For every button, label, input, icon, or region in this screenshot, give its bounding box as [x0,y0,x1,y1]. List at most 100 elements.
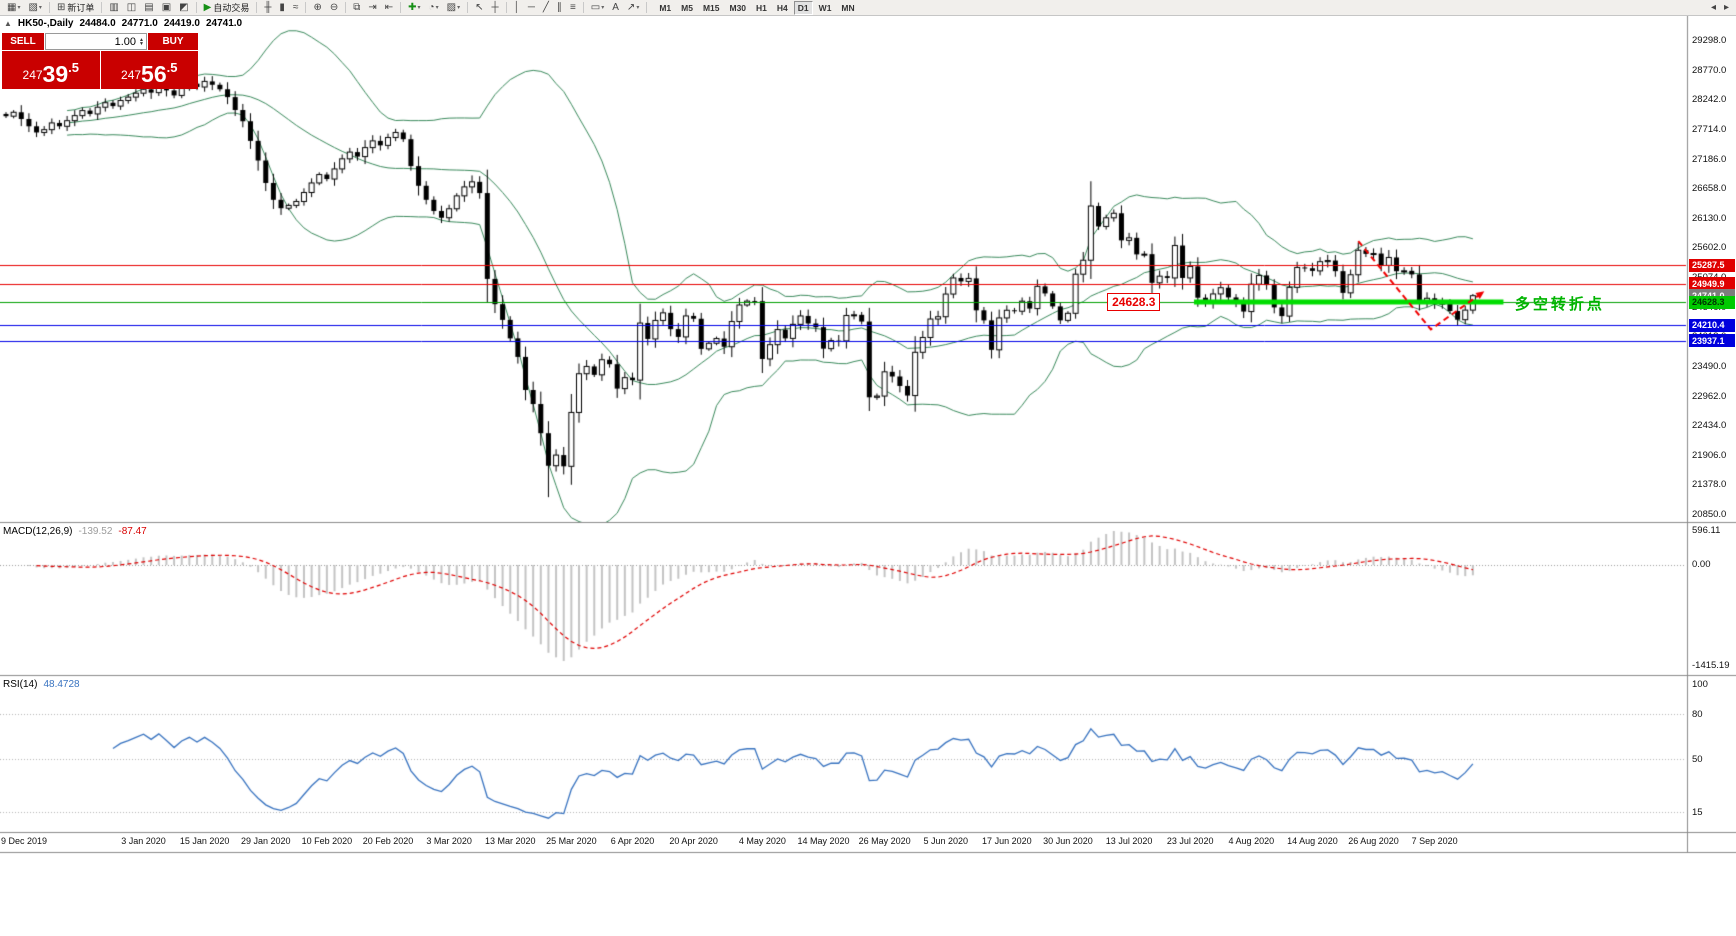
timeframe-mn-button[interactable]: MN [841,2,855,13]
tile-windows-icon: ⧉ [353,1,361,13]
timeframe-w1-button[interactable]: W1 [818,2,832,13]
timeframe-h4-button[interactable]: H4 [776,2,788,13]
text-button[interactable]: A [609,0,622,16]
zoom-out-button[interactable]: ⊖ [327,0,341,16]
price-tag: 24210.4 [1689,318,1735,332]
date-axis-label: 29 Jan 2020 [240,836,291,846]
date-axis-label: 14 May 2020 [797,836,850,846]
strategy-tester-button[interactable]: ◩ [176,0,191,16]
sell-button[interactable]: SELL [2,33,44,50]
crosshair-button[interactable]: ┼ [488,0,501,16]
shapes-caret-icon: ▾ [601,5,605,11]
timeframe-m15-button[interactable]: M15 [702,2,720,13]
terminal-button[interactable]: ▣ [159,0,174,16]
crosshair-icon: ┼ [491,1,499,13]
turning-point-annotation[interactable]: 多空转折点 [1514,296,1605,313]
date-axis-label: 13 Jul 2020 [1105,836,1153,846]
date-axis-label: 4 May 2020 [738,836,786,846]
sell-price-button[interactable]: 247 39.5 [2,51,100,89]
ohlc-high: 24771.0 [121,18,158,29]
market-watch-button[interactable]: ▥ [106,0,121,16]
auto-scroll-icon: ⇥ [368,1,377,13]
cursor-icon: ↖ [475,1,484,13]
sell-price-big: 39 [42,61,69,87]
price-axis[interactable] [1688,16,1736,853]
navigator-button[interactable]: ▤ [141,0,156,16]
toolbar: ▦ ▾ ▧ ▾ ⊞ 新订单 ▥ ◫ ▤ ▣ ◩ ▶ 自动交易 ╫ ▮ ≈ ⊕ ⊖ ⧉ ⇥ ⇤ ✚ ▾ ◔ ▾ ▨ ▾ ↖ ┼ │ ─ ╱ ∥ ≡ ▭… [0,0,1736,16]
toolbar-scroll-left-icon: ◂ [1710,1,1716,13]
toolbar-separator [646,2,648,13]
cursor-button[interactable]: ↖ [472,0,486,16]
volume-stepper[interactable]: 1.00 ▲ ▼ [45,33,147,50]
toolbar-scroll-right-button[interactable]: ▸ [1721,0,1732,16]
rsi-scale-100: 100 [1692,679,1708,690]
volume-arrows: ▲ ▼ [139,36,144,47]
templates-button[interactable]: ▨ ▾ [444,0,463,16]
toolbar-separator [48,2,50,13]
toolbar-right-icons: ◂ ▸ [1707,0,1733,16]
autotrading-button[interactable]: ▶ 自动交易 [201,0,253,16]
zoom-in-button[interactable]: ⊕ [310,0,324,16]
price-axis-label: 27714.0 [1692,123,1727,135]
price-tag: 23937.1 [1689,334,1735,348]
shapes-button[interactable]: ▭ ▾ [588,0,607,16]
tile-windows-button[interactable]: ⧉ [350,0,363,16]
toolbar-scroll-left-button[interactable]: ◂ [1708,0,1719,16]
date-axis-label: 25 Mar 2020 [546,836,597,846]
date-axis-label: 5 Jun 2020 [923,836,968,846]
date-axis-label: 26 Aug 2020 [1348,836,1399,846]
toolbar-separator [195,2,197,13]
buy-price-suffix: .5 [166,60,178,75]
timeframe-m30-button[interactable]: M30 [729,2,747,13]
indicators-icon: ✚ [408,1,417,13]
channel-button[interactable]: ∥ [554,0,565,16]
volume-down-button[interactable]: ▼ [139,40,144,47]
templates-caret-icon: ▾ [457,5,461,11]
fibonacci-button[interactable]: ≡ [567,0,579,16]
line-chart-button[interactable]: ≈ [290,0,302,16]
trendline-button[interactable]: ╱ [540,0,552,16]
volume-value[interactable]: 1.00 [114,35,137,48]
new-chart-caret-icon: ▾ [17,5,21,11]
date-axis-label: 4 Aug 2020 [1228,836,1275,846]
price-axis-label: 27186.0 [1692,153,1727,165]
new-chart-button[interactable]: ▦ ▾ [4,0,23,16]
profiles-button[interactable]: ▧ ▾ [25,0,44,16]
volume-up-button[interactable]: ▲ [139,36,144,43]
arrow-tools-button[interactable]: ↗ ▾ [624,0,642,16]
timeframe-h1-button[interactable]: H1 [756,2,767,13]
timeframe-m1-button[interactable]: M1 [659,2,672,13]
price-callout-box[interactable]: 24628.3 [1107,293,1161,311]
price-axis-label: 21906.0 [1692,449,1727,461]
candlestick-chart-button[interactable]: ▮ [276,0,288,16]
ohlc-low: 24419.0 [163,18,200,29]
indicators-button[interactable]: ✚ ▾ [405,0,423,16]
horizontal-line-button[interactable]: ─ [525,0,538,16]
periods-button[interactable]: ◔ ▾ [426,0,442,16]
toolbar-separator [256,2,258,13]
new-order-icon: ⊞ [56,1,66,13]
data-window-button[interactable]: ◫ [124,0,139,16]
auto-scroll-button[interactable]: ⇥ [365,0,379,16]
price-axis-label: 26658.0 [1692,183,1727,195]
new-order-button[interactable]: ⊞ 新订单 [54,0,97,16]
one-click-toggle-icon[interactable]: ▲ [4,19,12,28]
toolbar-separator [400,2,402,13]
timeframe-m5-button[interactable]: M5 [681,2,693,13]
buy-button[interactable]: BUY [148,33,198,50]
date-axis-label: 30 Jun 2020 [1043,836,1093,846]
autotrading-label: 自动交易 [213,3,250,13]
buy-price-button[interactable]: 247 56.5 [100,51,198,89]
bar-chart-button[interactable]: ╫ [261,0,274,16]
rsi-scale-15: 15 [1692,807,1703,818]
periods-caret-icon: ▾ [435,5,439,11]
symbol-name: HK50-,Daily [17,18,74,29]
zoom-in-icon: ⊕ [313,1,322,13]
date-axis-label: 23 Jul 2020 [1166,836,1214,846]
line-chart-icon: ≈ [292,1,299,13]
timeframe-d1-button[interactable]: D1 [793,0,813,15]
chart-shift-button[interactable]: ⇤ [382,0,396,16]
vertical-line-button[interactable]: │ [511,0,523,16]
